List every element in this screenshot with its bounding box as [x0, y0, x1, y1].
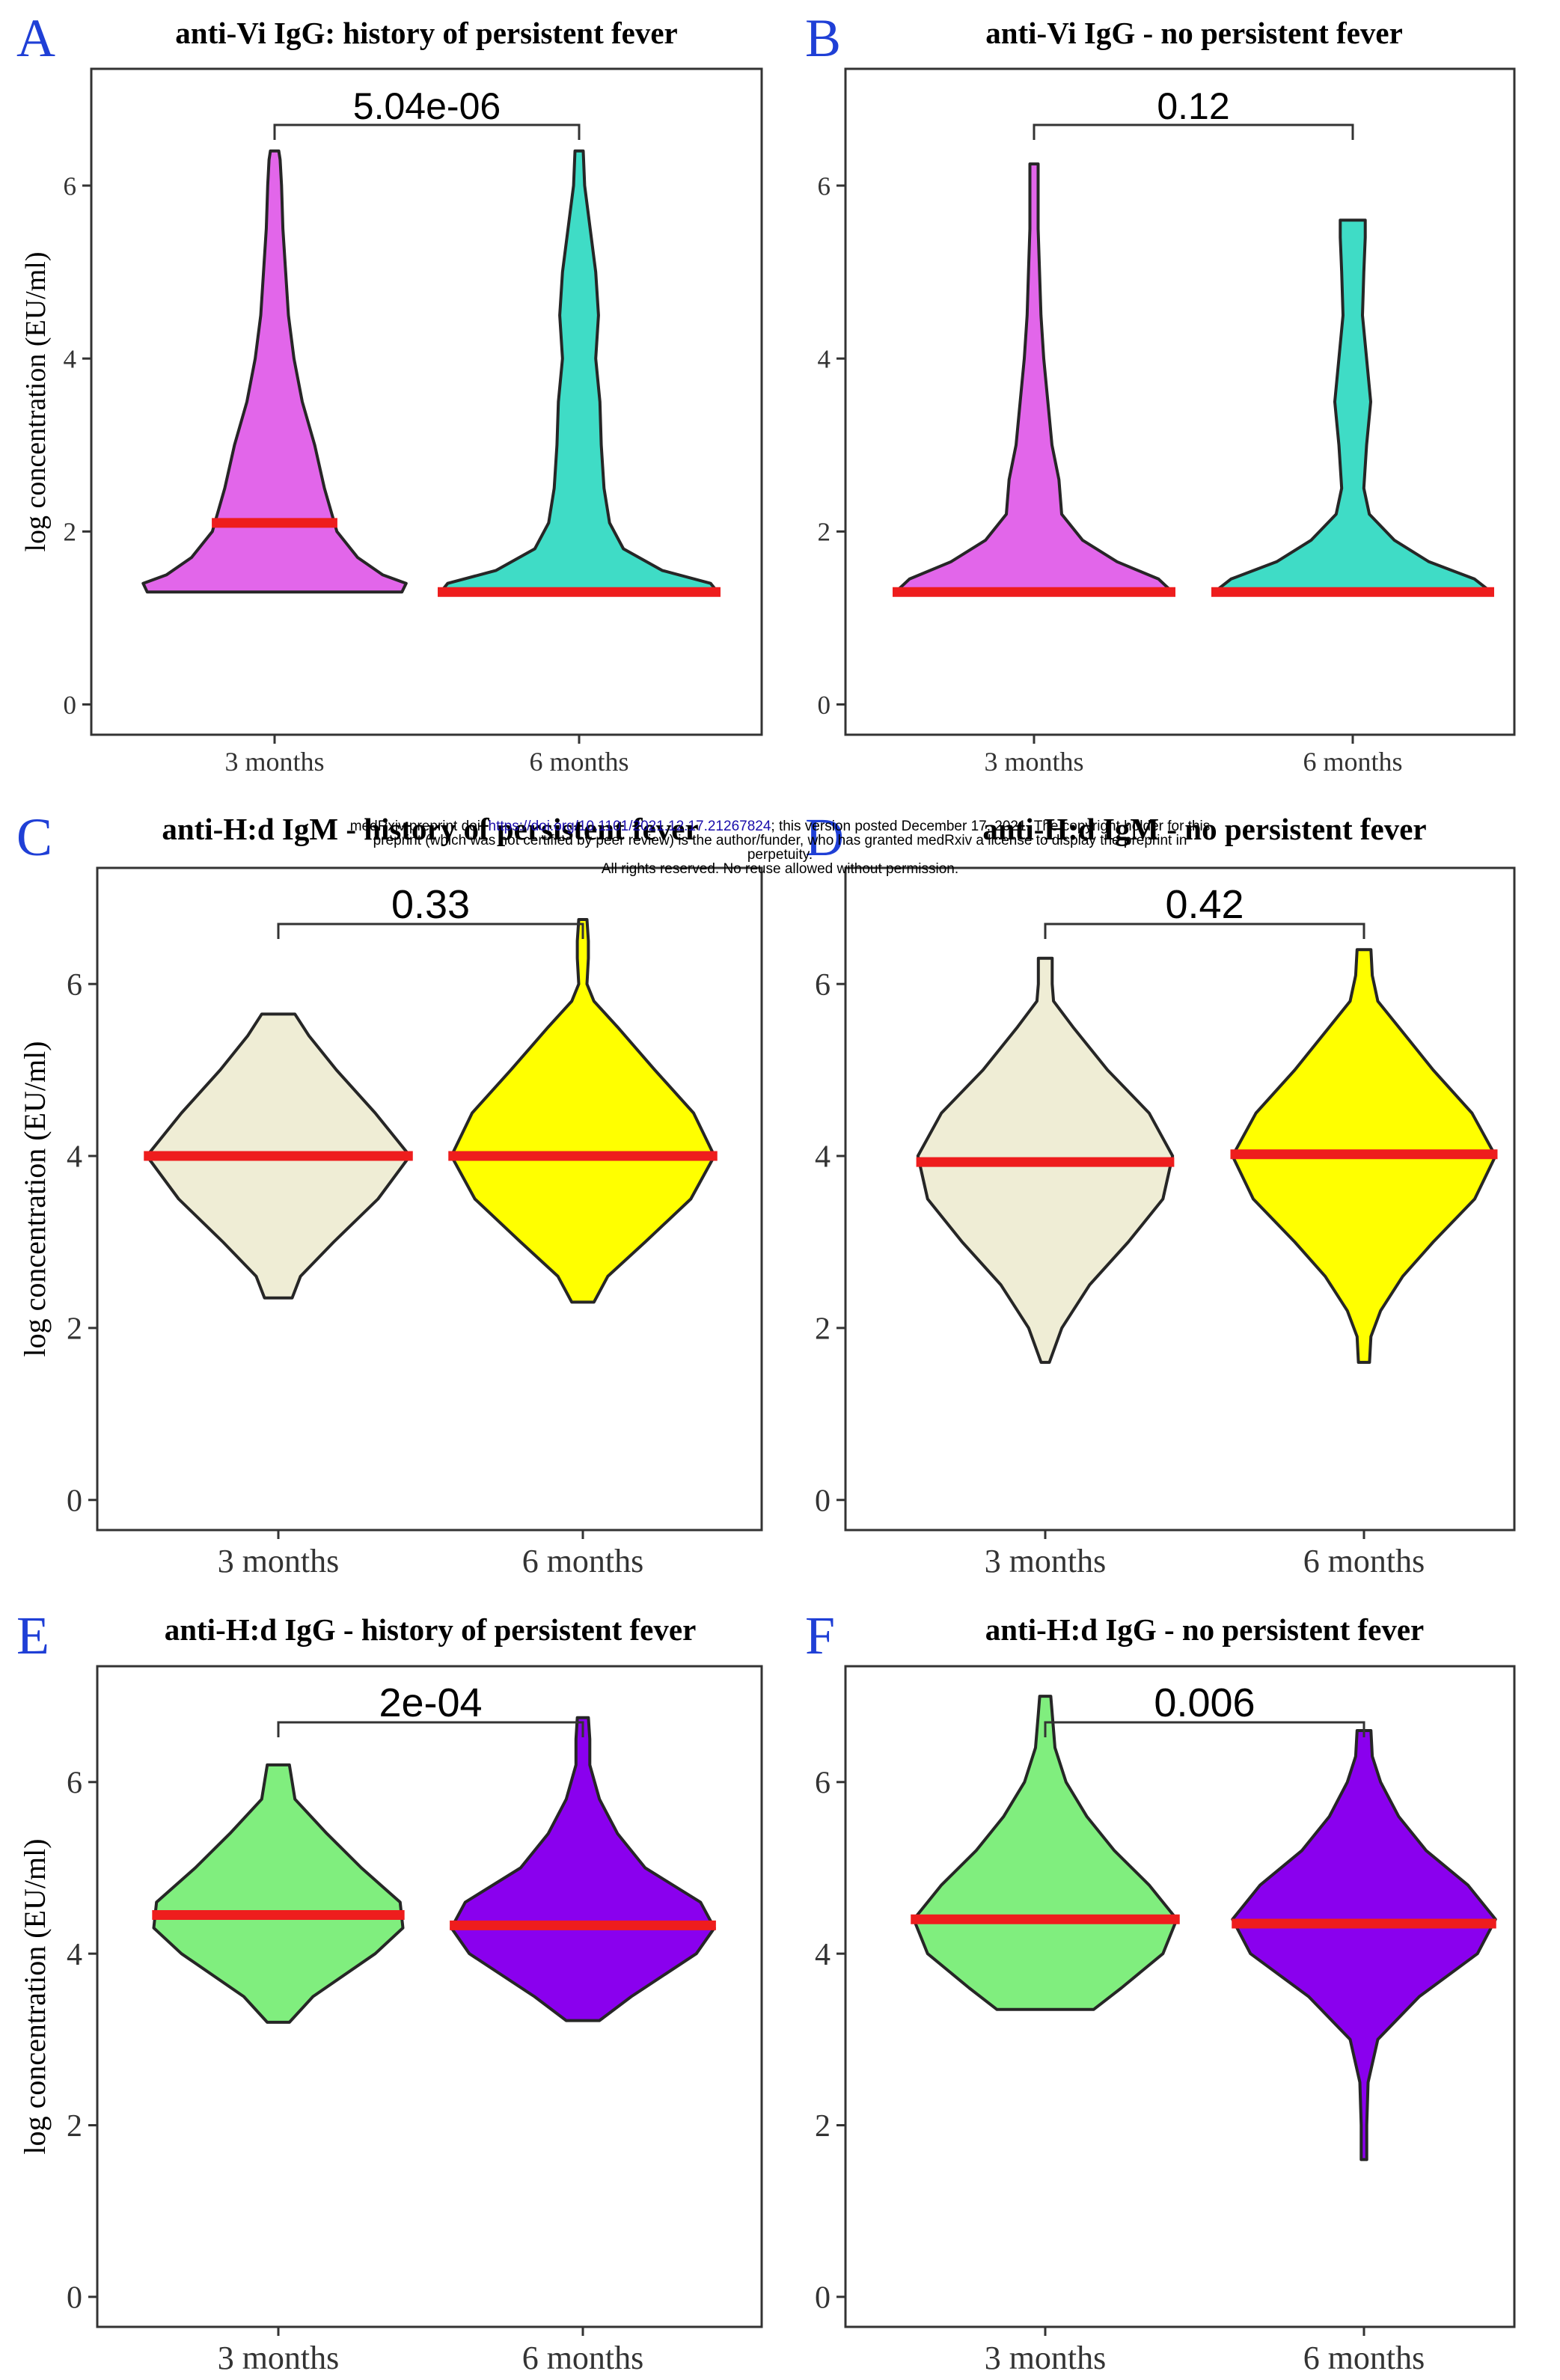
- notice-prefix: medRxiv preprint doi:: [349, 819, 485, 834]
- y-tick-label: 4: [818, 344, 831, 373]
- x-tick-label: 3 months: [218, 2340, 340, 2376]
- x-tick-label: 3 months: [218, 1543, 340, 1579]
- x-tick-label: 3 months: [985, 1543, 1107, 1579]
- preprint-notice-line4: All rights reserved. No reuse allowed wi…: [601, 861, 959, 877]
- plot-frame: [844, 1665, 1516, 2328]
- y-tick-label: 0: [67, 2281, 82, 2316]
- plot-frame: [96, 1665, 763, 2328]
- plot-frame: [90, 67, 763, 736]
- panel-title: anti-H:d IgG - history of persistent fev…: [165, 1612, 697, 1647]
- y-tick-label: 6: [815, 968, 831, 1003]
- x-tick-label: 6 months: [529, 747, 628, 777]
- violin-6-months: [1231, 1729, 1497, 2162]
- y-tick-label: 4: [67, 1140, 82, 1175]
- violin-3-months: [141, 149, 408, 594]
- y-tick-label: 4: [64, 344, 77, 373]
- significance-bracket: [1044, 923, 1365, 939]
- panel-letter: E: [16, 1606, 49, 1665]
- x-tick-label: 3 months: [985, 2340, 1107, 2376]
- y-tick-label: 2: [815, 2109, 831, 2144]
- significance-bracket: [1044, 1721, 1365, 1737]
- y-tick-label: 2: [67, 2109, 82, 2144]
- p-value-label: 0.12: [1157, 85, 1229, 127]
- plot-frame: [844, 67, 1516, 736]
- y-axis-title: log concentration (EU/ml): [18, 1838, 52, 2154]
- y-axis-title: log concentration (EU/ml): [20, 252, 52, 552]
- violin-6-months: [1213, 218, 1493, 594]
- violin-3-months: [152, 1763, 405, 2024]
- y-tick-label: 6: [64, 171, 77, 201]
- y-tick-label: 2: [67, 1312, 82, 1347]
- y-tick-label: 0: [64, 691, 77, 720]
- plot-frame: [844, 866, 1516, 1532]
- y-tick-label: 2: [815, 1312, 831, 1347]
- panel-letter: B: [805, 8, 841, 68]
- y-tick-label: 4: [815, 1938, 831, 1972]
- panel-title: anti-H:d IgM - history of persistent fev…: [162, 812, 698, 846]
- violin-3-months: [912, 1695, 1178, 2011]
- plot-frame: [96, 866, 763, 1532]
- violin-6-months: [439, 149, 719, 594]
- p-value-label: 0.33: [391, 882, 470, 927]
- x-tick-label: 3 months: [984, 747, 1083, 777]
- y-tick-label: 6: [818, 171, 831, 201]
- y-tick-label: 6: [815, 1766, 831, 1801]
- violin-6-months: [450, 1716, 716, 2022]
- y-tick-label: 0: [818, 691, 831, 720]
- significance-bracket: [1033, 123, 1354, 140]
- significance-bracket: [277, 923, 584, 939]
- y-tick-label: 6: [67, 1766, 82, 1801]
- y-tick-label: 4: [815, 1140, 831, 1175]
- preprint-notice-line2: preprint (which was not certified by pee…: [373, 833, 1187, 848]
- x-tick-label: 6 months: [1303, 2340, 1425, 2376]
- x-tick-label: 3 months: [224, 747, 324, 777]
- x-tick-label: 6 months: [522, 2340, 644, 2376]
- panel-letter: C: [16, 807, 52, 867]
- x-tick-label: 6 months: [522, 1543, 644, 1579]
- panel-letter: F: [805, 1606, 835, 1665]
- p-value-label: 2e-04: [379, 1680, 482, 1725]
- x-tick-label: 6 months: [1303, 747, 1402, 777]
- panel-letter: D: [805, 807, 844, 867]
- y-tick-label: 0: [815, 2281, 831, 2316]
- panel-title: anti-Vi IgG - no persistent fever: [985, 16, 1403, 50]
- panel-title: anti-Vi IgG: history of persistent fever: [175, 16, 677, 50]
- y-tick-label: 6: [67, 968, 82, 1003]
- x-tick-label: 6 months: [1303, 1543, 1425, 1579]
- significance-bracket: [277, 1721, 584, 1737]
- preprint-notice-line1: medRxiv preprint doi: https://doi.org/10…: [0, 819, 1560, 833]
- panel-title: anti-H:d IgG - no persistent fever: [985, 1612, 1424, 1647]
- y-tick-label: 2: [64, 518, 77, 547]
- y-tick-label: 4: [67, 1938, 82, 1972]
- preprint-notice: medRxiv preprint doi: https://doi.org/10…: [0, 819, 1560, 876]
- y-tick-label: 0: [67, 1484, 82, 1518]
- violin-3-months: [894, 162, 1174, 594]
- y-tick-label: 2: [818, 518, 831, 547]
- preprint-notice-line3: perpetuity.: [747, 847, 813, 863]
- panel-letter: A: [16, 8, 55, 68]
- notice-suffix: ; this version posted December 17, 2021.…: [771, 819, 1211, 834]
- violin-6-months: [450, 918, 716, 1304]
- significance-bracket: [273, 123, 581, 140]
- p-value-label: 5.04e-06: [353, 85, 501, 127]
- y-tick-label: 0: [815, 1484, 831, 1518]
- p-value-label: 0.006: [1154, 1680, 1255, 1725]
- p-value-label: 0.42: [1165, 882, 1244, 927]
- doi-link[interactable]: https://doi.org/10.1101/2021.12.17.21267…: [488, 819, 771, 834]
- panel-title: anti-H:d IgM - no persistent fever: [982, 812, 1426, 846]
- y-axis-title: log concentration (EU/ml): [18, 1041, 52, 1356]
